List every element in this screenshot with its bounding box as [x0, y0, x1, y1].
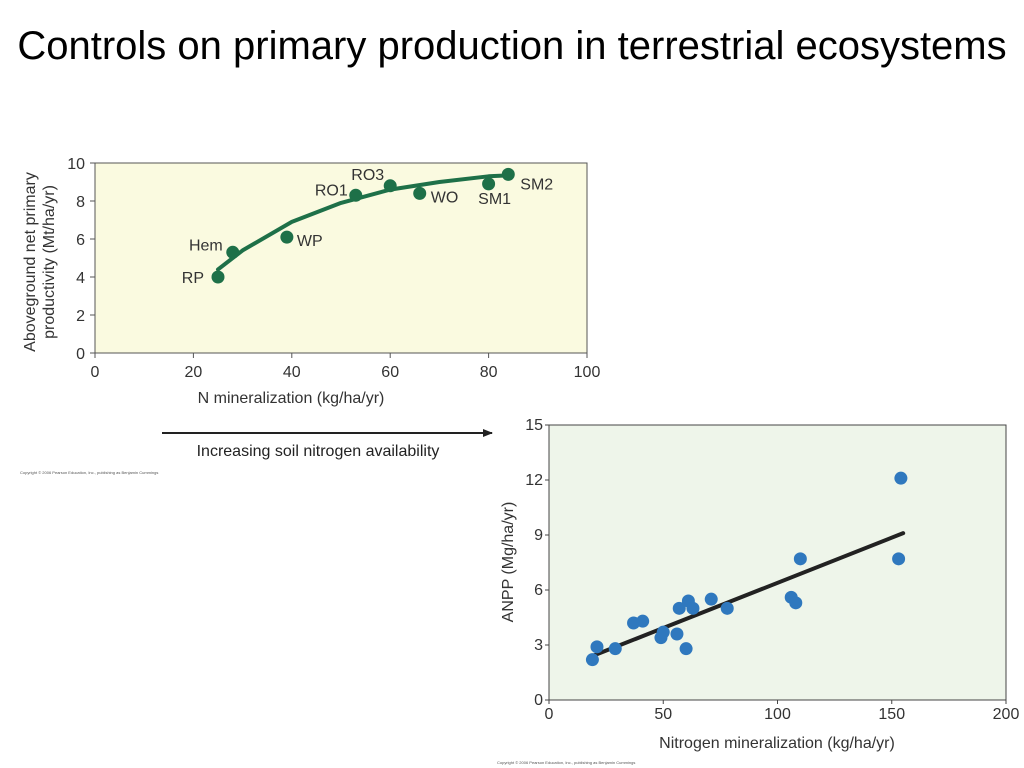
chart1-point-label: RP: [182, 270, 204, 287]
chart2-y-axis-label: ANPP (Mg/ha/yr): [500, 502, 517, 623]
chart1-y-axis-label: Aboveground net primary productivity (Mt/…: [22, 172, 58, 352]
chart1-y-tick-label: 2: [76, 308, 85, 325]
chart2-y-tick-label: 15: [525, 417, 543, 434]
chart1-point-rp: [211, 270, 225, 284]
chart2-point: [720, 601, 734, 615]
chart2-point: [585, 653, 599, 667]
chart1-x-tick-label: 40: [283, 364, 301, 381]
chart1-point-label: WO: [431, 189, 459, 206]
chart2-point: [672, 601, 686, 615]
chart1-x-tick-label: 60: [381, 364, 399, 381]
slide-title: Controls on primary production in terres…: [17, 24, 1007, 68]
chart1-x-axis-label: N mineralization (kg/ha/yr): [198, 390, 385, 407]
chart1-point-label: SM2: [520, 176, 553, 193]
chart1-plot-area: [94, 162, 588, 354]
chart2-y-tick-label: 12: [525, 472, 543, 489]
chart2-point: [894, 471, 908, 485]
chart1-point-wo: [413, 186, 427, 200]
chart1-y-tick-label: 8: [76, 194, 85, 211]
chart1-y-axis-label-line: productivity (Mt/ha/yr): [41, 185, 58, 339]
chart1-x-tick-label: 100: [574, 364, 601, 381]
chart2-point: [636, 614, 650, 628]
chart1-point-label: RO1: [315, 182, 348, 199]
chart2-y-tick-label: 3: [534, 637, 543, 654]
chart2-x-tick-label: 200: [993, 706, 1020, 723]
chart2-point: [656, 625, 670, 639]
chart2-point: [704, 592, 718, 606]
chart2-x-tick-label: 150: [878, 706, 905, 723]
chart2-point: [793, 552, 807, 566]
chart1-y-tick-label: 6: [76, 232, 85, 249]
chart1-fit-curve: [216, 173, 511, 272]
chart1-point-ro3: [383, 179, 397, 193]
chart2-plot-area: [548, 424, 1007, 701]
chart2-y-tick-label: 9: [534, 527, 543, 544]
chart1-x-tick-label: 20: [185, 364, 203, 381]
chart2-y-tick-label: 0: [534, 692, 543, 709]
chart1-point-label: RO3: [351, 167, 384, 184]
chart1-point-label: SM1: [478, 191, 511, 208]
chart1-point-ro1: [349, 188, 363, 202]
chart2-point: [608, 642, 622, 656]
chart2-point: [789, 596, 803, 610]
copyright-note-1: Copyright © 2006 Pearson Education, Inc.…: [20, 470, 159, 475]
chart1-point-wp: [280, 230, 294, 244]
chart1-point-sm2: [501, 167, 515, 181]
chart1-point-label: WP: [297, 233, 323, 250]
chart2-trend-line: [590, 531, 906, 658]
chart2-point: [590, 640, 604, 654]
chart2-point: [670, 627, 684, 641]
chart2-point: [679, 642, 693, 656]
chart1-y-tick-label: 0: [76, 346, 85, 363]
chart1-point-label: Hem: [189, 237, 223, 254]
chart2-point: [686, 601, 700, 615]
chart1-x-tick-label: 0: [91, 364, 100, 381]
chart2-y-tick-label: 6: [534, 582, 543, 599]
chart2-point: [892, 552, 906, 566]
chart1-point-hem: [226, 245, 240, 259]
chart1-y-tick-label: 10: [67, 156, 85, 173]
chart1-x-tick-label: 80: [480, 364, 498, 381]
nitrogen-availability-arrow: Increasing soil nitrogen availability: [162, 429, 493, 460]
chart2-x-axis-label: Nitrogen mineralization (kg/ha/yr): [659, 735, 895, 752]
chart2-x-tick-label: 0: [545, 706, 554, 723]
chart1-y-tick-label: 4: [76, 270, 85, 287]
chart2-x-tick-label: 100: [764, 706, 791, 723]
chart-anpp-vs-nitrogen: 0 50 100 150 200 0 3 6 9 12 15 Nitrogen mineralizat…: [500, 417, 1019, 752]
arrow-caption: Increasing soil nitrogen availability: [197, 443, 440, 460]
chart1-y-axis-label-line: Aboveground net primary: [22, 172, 39, 352]
chart1-point-sm1: [482, 177, 496, 191]
chart2-x-tick-label: 50: [654, 706, 672, 723]
chart-ecosystem-productivity: 0 20 40 60 80 100 0 2 4 6 8 10 N mineralization (kg/…: [22, 156, 600, 407]
copyright-note-2: Copyright © 2006 Pearson Education, Inc.…: [497, 760, 636, 765]
